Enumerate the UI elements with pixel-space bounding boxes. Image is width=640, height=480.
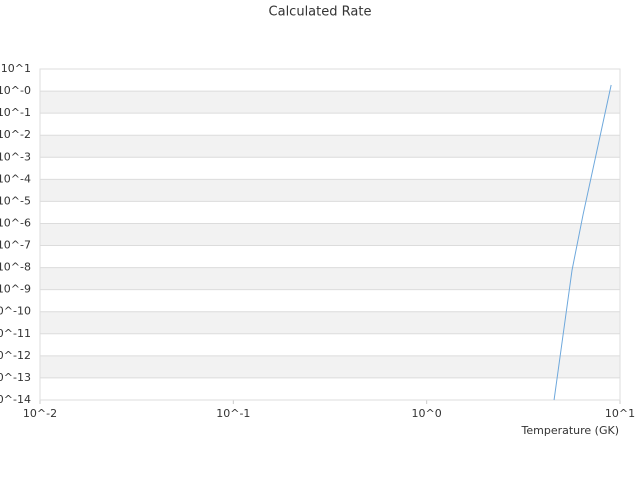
y-tick-label: 10^-0: [0, 84, 31, 97]
y-tick-label: 10^-11: [0, 327, 31, 340]
y-tick-label: 10^-7: [0, 239, 31, 252]
grid-band: [40, 135, 620, 158]
x-tick-label: 10^-1: [216, 407, 250, 420]
grid-band: [40, 91, 620, 114]
x-tick-label: 10^0: [412, 407, 442, 420]
y-tick-label: 10^1: [1, 62, 31, 75]
grid-band: [40, 355, 620, 378]
y-tick-label: 10^-8: [0, 261, 31, 274]
y-tick-label: 10^-10: [0, 305, 31, 318]
y-tick-label: 10^-9: [0, 283, 31, 296]
y-tick-label: 10^-3: [0, 150, 31, 163]
y-tick-label: 10^-1: [0, 106, 31, 119]
data-line: [553, 84, 612, 401]
plot-frame: [39, 68, 621, 401]
grid-band: [40, 223, 620, 246]
x-tick-label: 10^1: [605, 407, 635, 420]
y-tick-label: 10^-4: [0, 172, 31, 185]
y-tick-label: 10^-6: [0, 216, 31, 229]
y-tick-label: 10^-2: [0, 128, 31, 141]
x-axis-label: Temperature (GK): [521, 424, 620, 437]
chart-title: Calculated Rate: [269, 5, 372, 20]
grid-band: [40, 267, 620, 290]
y-tick-label: 10^-12: [0, 349, 31, 362]
x-tick-label: 10^-2: [23, 407, 57, 420]
y-tick-label: 10^-14: [0, 393, 31, 406]
y-tick-label: 10^-5: [0, 194, 31, 207]
grid-band: [40, 311, 620, 334]
y-tick-label: 10^-13: [0, 371, 31, 384]
grid-band: [40, 179, 620, 202]
